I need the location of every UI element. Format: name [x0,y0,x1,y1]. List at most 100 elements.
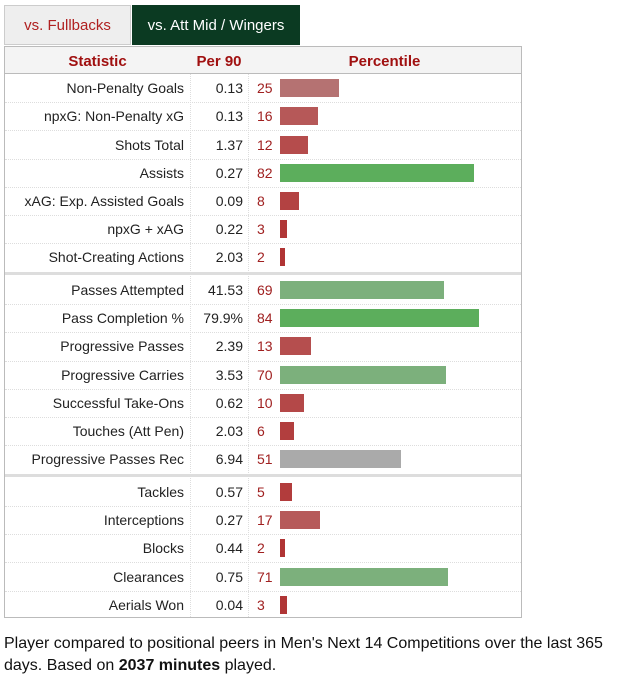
row-separator [5,243,521,245]
percentile-bar [280,163,475,182]
per90-value: 0.13 [215,80,243,97]
stat-label: Touches (Att Pen) [72,423,184,439]
percentile-bar [280,511,321,530]
footer-text: played. [224,657,277,674]
percentile-value: 70 [257,366,273,383]
stat-label: xAG: Exp. Assisted Goals [24,192,184,209]
per90-value: 0.09 [215,192,243,209]
stat-label: Clearances [113,568,184,585]
per90-value: 79.9% [203,310,243,327]
header-cell: Percentile [348,53,421,70]
percentile-value: 2 [257,249,265,266]
per90-value: 2.39 [215,338,243,355]
row-separator [5,130,521,132]
stat-label: Shots Total [114,136,184,153]
row-separator [5,388,521,390]
per90-value: 0.62 [215,394,243,411]
percentile-value: 8 [257,192,265,209]
percentile-value: 82 [257,164,273,181]
percentile-value: 6 [257,423,265,439]
stat-label: Interceptions [103,512,184,529]
percentile-value: 5 [257,483,265,500]
column-line [248,74,249,617]
header-cell: Per 90 [196,53,242,70]
percentile-value: 71 [257,568,273,585]
percentile-value: 2 [257,540,265,557]
percentile-bar [280,107,318,126]
per90-value: 3.53 [215,366,243,383]
percentile-bar [280,191,299,210]
percentile-bar [280,248,285,267]
stat-label: Tackles [137,483,184,500]
column-line [190,74,191,617]
stat-label: Progressive Carries [61,366,184,383]
percentile-value: 25 [257,80,273,97]
stat-label: npxG + xAG [107,221,184,238]
percentile-value: 16 [257,108,273,125]
tab-active[interactable]: vs. Att Mid / Wingers [132,5,300,45]
percentile-value: 12 [257,136,273,153]
percentile-value: 17 [257,512,273,529]
row-separator [5,534,521,536]
per90-value: 2.03 [215,423,243,439]
per90-value: 0.27 [215,512,243,529]
percentile-bar [280,595,288,614]
percentile-bar [280,539,285,558]
stat-label: Assists [139,164,184,181]
row-separator [5,416,521,418]
group-separator [5,473,521,477]
percentile-bar [280,281,444,299]
row-separator [5,102,521,104]
row-separator [5,562,521,564]
header-row [4,46,522,74]
stat-label: Shot-Creating Actions [48,249,184,266]
percentile-bar [280,220,288,239]
group-separator [5,271,521,275]
stat-label: npxG: Non-Penalty xG [43,108,184,125]
per90-value: 0.22 [215,221,243,238]
percentile-bar [280,567,449,586]
percentile-value: 10 [257,394,273,411]
footer-text: Player compared to positional peers in M… [4,635,603,674]
per90-value: 2.03 [215,249,243,266]
tab[interactable]: vs. Fullbacks [4,5,131,45]
row-separator [5,304,521,306]
per90-value: 41.53 [207,282,243,298]
header-cell: Statistic [68,53,127,70]
row-separator [5,590,521,592]
per90-value: 0.57 [215,483,243,500]
row-separator [5,506,521,507]
per90-value: 0.44 [215,540,243,557]
stat-label: Successful Take-Ons [52,394,184,411]
footer: Player compared to positional peers in M… [4,633,640,677]
per90-value: 0.75 [215,568,243,585]
percentile-value: 69 [257,282,273,298]
stat-label: Aerials Won [108,596,184,613]
percentile-value: 3 [257,221,265,238]
percentile-value: 51 [257,451,273,468]
per90-value: 0.27 [215,164,243,181]
percentile-value: 84 [257,310,273,327]
percentile-bar [280,365,446,384]
stat-label: Progressive Passes Rec [31,451,184,468]
footer-bold: 2037 minutes [118,657,221,674]
stat-label: Pass Completion % [61,310,184,327]
row-separator [5,215,521,216]
per90-value: 1.37 [215,136,243,153]
percentile-value: 13 [257,338,273,355]
row-separator [5,445,521,447]
stat-label: Non-Penalty Goals [66,80,184,97]
row-separator [5,360,521,362]
row-separator [5,332,521,334]
row-separator [5,186,521,188]
percentile-bar [280,79,340,98]
percentile-bar [280,422,295,440]
percentile-bar [280,309,480,328]
per90-value: 0.04 [215,596,243,613]
stat-label: Progressive Passes [60,338,184,355]
stat-label: Passes Attempted [71,282,184,298]
percentile-bar [280,482,292,501]
percentile-bar [280,450,401,469]
stat-label: Blocks [142,540,184,557]
